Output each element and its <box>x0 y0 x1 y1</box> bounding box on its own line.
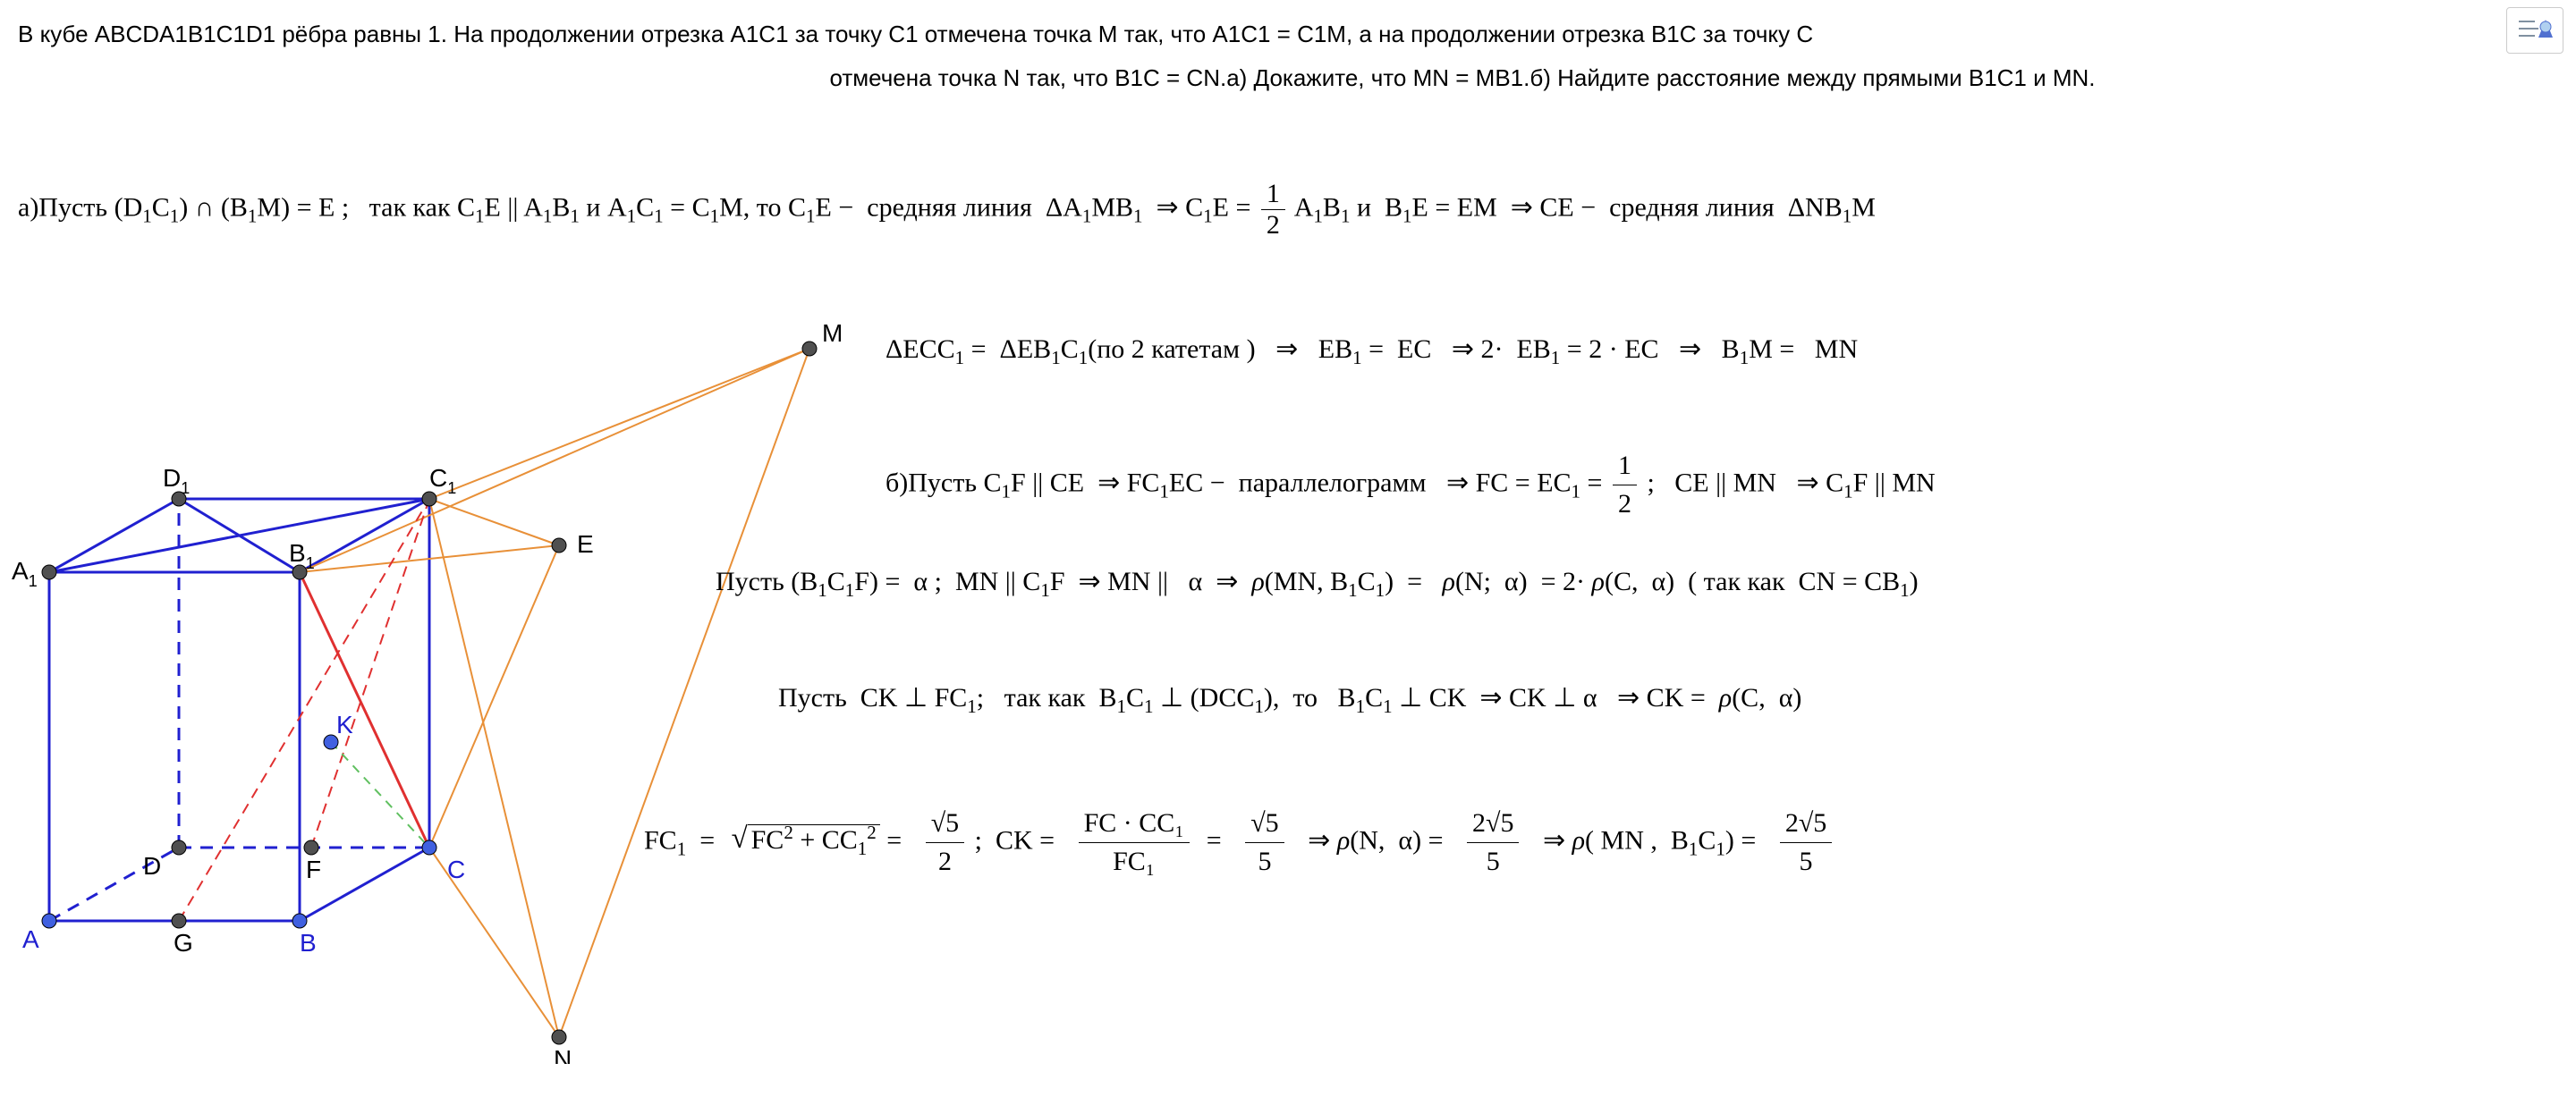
svg-text:A1: A1 <box>12 557 38 590</box>
math-line-5: FC1 = FC2 + CC12 = √52 ; CK = FC · CC₁FC… <box>644 805 1835 881</box>
svg-text:C: C <box>447 856 465 883</box>
svg-text:D: D <box>143 852 161 880</box>
cube-diagram: ABCDA1B1C1D1MENFGK <box>9 259 850 1064</box>
svg-text:C1: C1 <box>429 464 456 497</box>
svg-text:G: G <box>174 929 193 957</box>
math-line-4: Пусть CK ⊥ FC1; так как B1C1 ⊥ (DCC1), т… <box>778 679 1801 720</box>
problem-line1: В кубе ABCDA1B1C1D1 рёбра равны 1. На пр… <box>18 21 1813 47</box>
lines-triangle-icon <box>2515 14 2555 46</box>
format-icon-button[interactable] <box>2506 7 2563 54</box>
half-den: 2 <box>1261 210 1285 240</box>
svg-text:A: A <box>22 925 39 953</box>
solution-line-a: а)Пусть (D1C1) ∩ (B1M) = E ; так как C1E… <box>18 179 2558 240</box>
svg-text:E: E <box>577 530 594 558</box>
svg-text:M: M <box>822 319 843 347</box>
svg-text:B: B <box>300 929 317 957</box>
svg-text:K: K <box>336 711 353 738</box>
math-line-3: Пусть (B1C1F) = α ; MN || C1F ⇒ MN || α … <box>716 563 1919 603</box>
problem-line2: отмечена точка N так, что B1C = CN.а) До… <box>18 56 2478 100</box>
half-num: 1 <box>1261 179 1285 210</box>
svg-text:N: N <box>554 1045 572 1064</box>
math-line-1: ΔECC1 = ΔEB1C1(по 2 катетам ) ⇒ EB1 = EC… <box>886 331 1858 371</box>
svg-text:F: F <box>306 856 321 883</box>
problem-statement: В кубе ABCDA1B1C1D1 рёбра равны 1. На пр… <box>18 13 2478 101</box>
math-line-2: б)Пусть C1F || CE ⇒ FC1EC − параллелогра… <box>886 447 1936 523</box>
